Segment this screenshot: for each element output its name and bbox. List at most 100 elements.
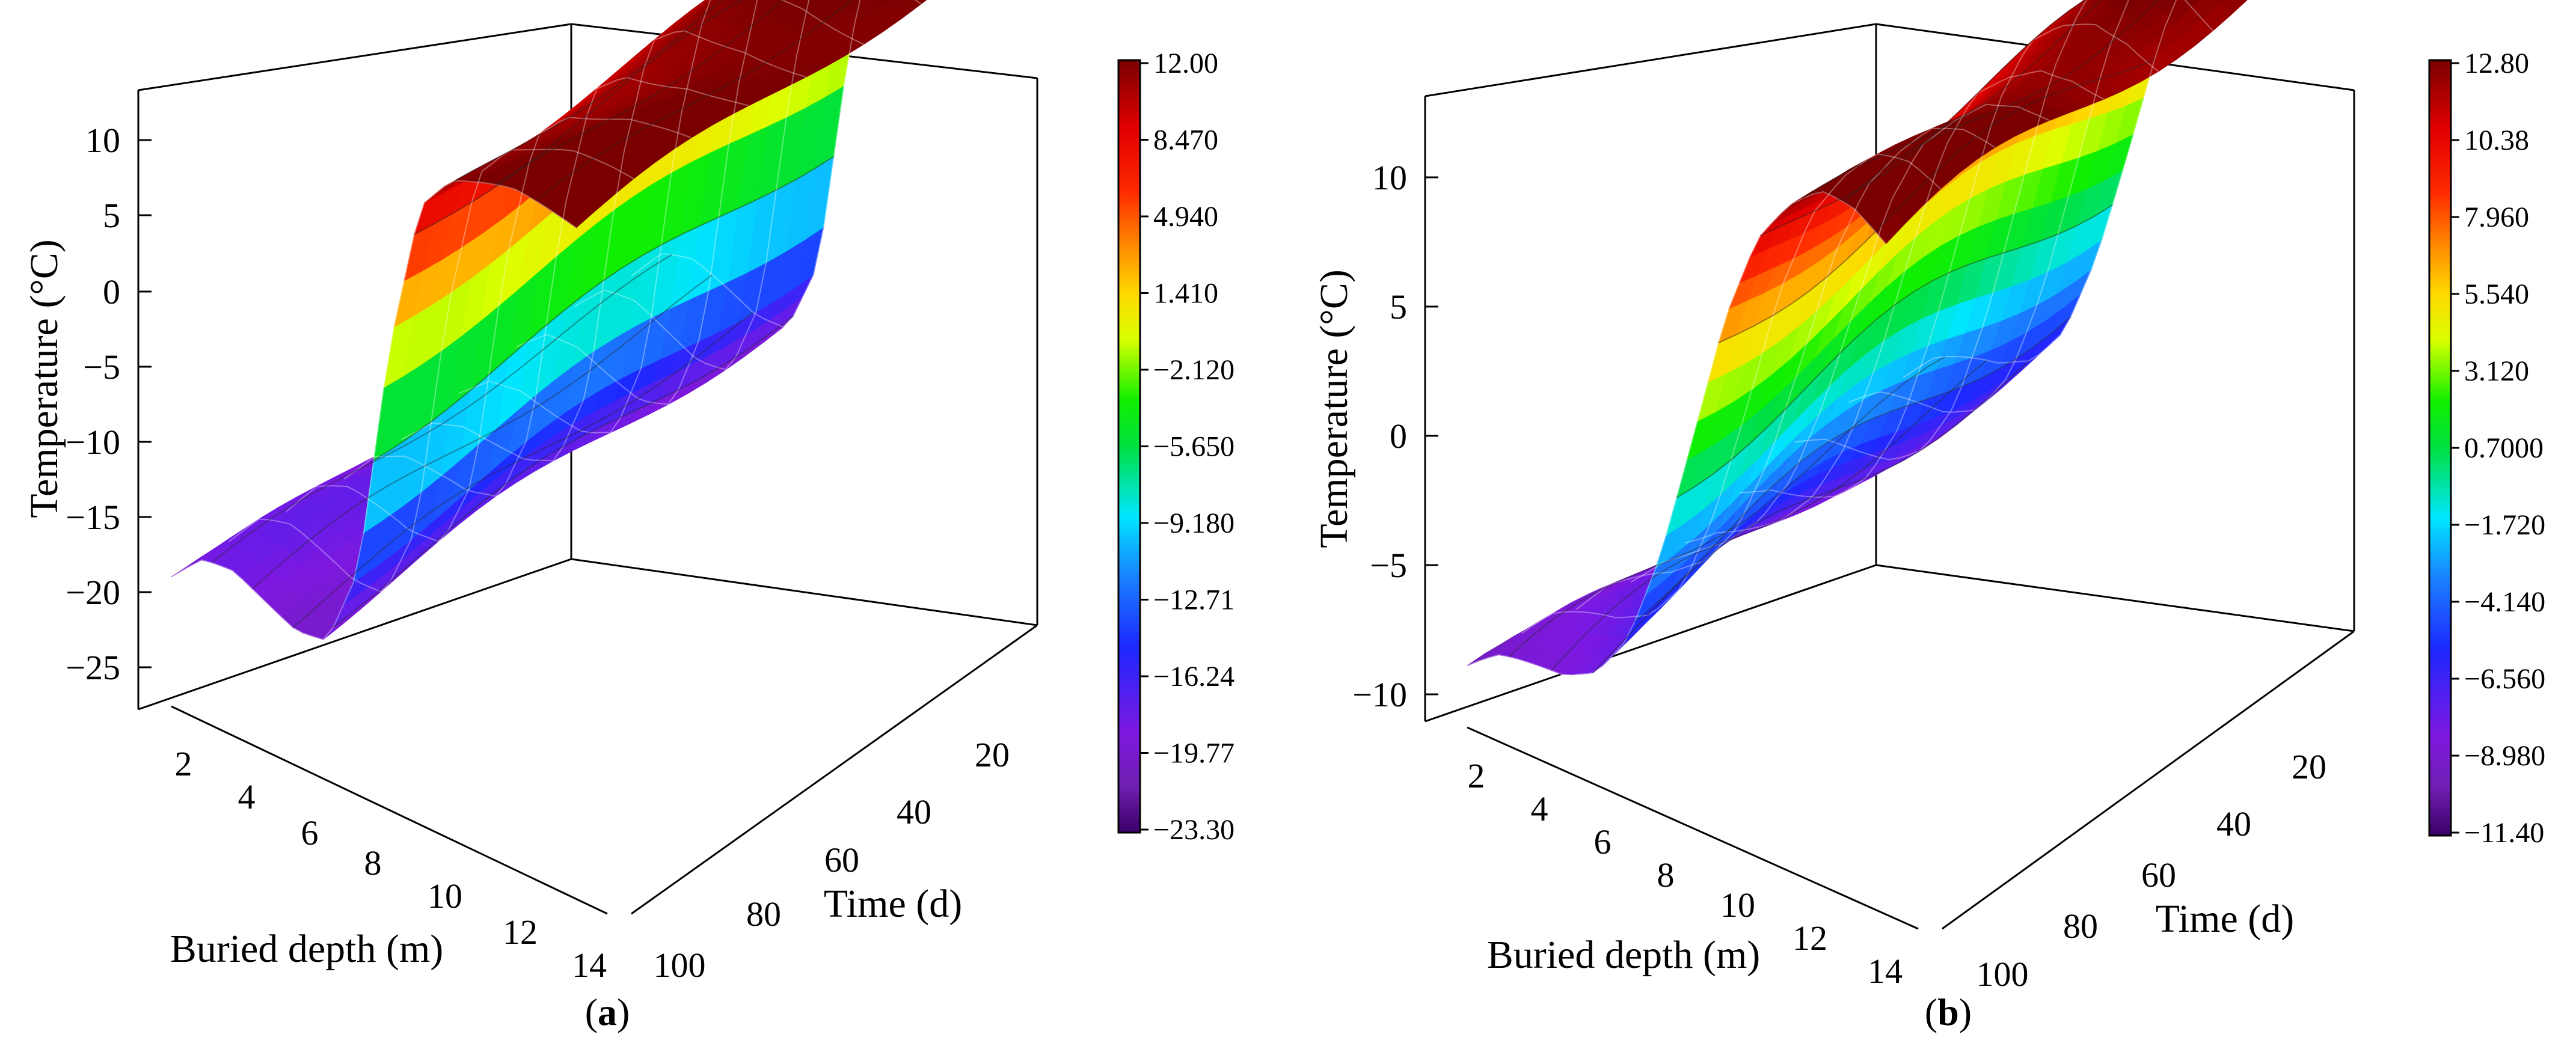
y-axis-label-a: Time (d) xyxy=(824,882,962,926)
x-tick-label: 10 xyxy=(428,876,462,916)
surface-contour xyxy=(1718,59,2155,344)
y-tick-label: 20 xyxy=(2292,747,2326,786)
panel-b: 10 5 0 −5 −10 2 4 6 8 10 12 14 20 40 60 … xyxy=(1312,0,2545,1033)
x-tick-labels-b: 2 4 6 8 10 12 14 xyxy=(1468,756,1903,991)
x-tick-label: 14 xyxy=(1868,952,1903,991)
surface-gridline xyxy=(1685,70,2105,543)
colorbar-label: 12.80 xyxy=(2464,47,2529,79)
colorbar-label: −8.980 xyxy=(2464,740,2545,772)
colorbar-label: 1.410 xyxy=(1153,278,1218,310)
colorbar-label: 4.940 xyxy=(1153,201,1218,233)
surface-facet xyxy=(565,203,596,228)
z-tick-label: −25 xyxy=(66,648,120,687)
colorbar-label: −6.560 xyxy=(2464,663,2545,695)
colorbar-label: −16.24 xyxy=(1153,661,1234,693)
z-tick-label: 10 xyxy=(1372,158,1407,197)
z-tick-label: 5 xyxy=(1390,287,1407,326)
surface-gridline xyxy=(343,76,749,497)
x-axis-label-b: Buried depth (m) xyxy=(1487,933,1761,977)
surface-gridline xyxy=(1794,0,2213,460)
z-tick-label: −20 xyxy=(66,573,120,612)
surface-contour xyxy=(333,315,794,628)
colorbar-label: 8.470 xyxy=(1153,124,1218,156)
surface-gridline xyxy=(401,30,806,462)
x-tick-label: 2 xyxy=(175,744,192,783)
y-tick-label: 80 xyxy=(2063,907,2098,946)
x-tick-label: 4 xyxy=(1531,789,1548,828)
surface-gridline xyxy=(1467,191,1887,676)
y-tick-label: 60 xyxy=(2141,855,2176,895)
y-tick-label: 80 xyxy=(746,895,781,934)
z-tick-label: 0 xyxy=(1390,417,1407,456)
colorbar-label: −1.720 xyxy=(2464,509,2545,541)
colorbar-label: 5.540 xyxy=(2464,278,2529,310)
colorbar-label: −4.140 xyxy=(2464,586,2545,618)
surface-facet xyxy=(1875,212,1905,245)
colorbar-label: 12.00 xyxy=(1153,47,1218,79)
z-tick-label: −10 xyxy=(1352,675,1407,714)
z-tick-label: −15 xyxy=(66,498,120,537)
colorbar-a: 12.00 8.470 4.940 1.410 −2.120 −5.650 −9.180 −1… xyxy=(1117,47,1234,846)
x-tick-label: 2 xyxy=(1468,756,1485,795)
y-tick-label: 100 xyxy=(654,946,706,985)
panel-label-b: (b) xyxy=(1925,991,1972,1033)
panel-label-a: (a) xyxy=(585,991,630,1033)
x-axis-label-a: Buried depth (m) xyxy=(170,927,444,971)
surface-gridline xyxy=(1740,23,2159,498)
x-tick-label: 10 xyxy=(1720,885,1755,925)
panel-a: 10 5 0 −5 −10 −15 −20 −25 2 4 6 8 10 12 … xyxy=(22,0,1234,1033)
y-tick-label: 100 xyxy=(1976,955,2029,994)
x-tick-label: 12 xyxy=(1792,919,1827,958)
colorbar-ticks-a: 12.00 8.470 4.940 1.410 −2.120 −5.650 −9.180 −1… xyxy=(1140,47,1234,846)
colorbar-label: 10.38 xyxy=(2464,124,2529,156)
surface-contour xyxy=(1760,0,2087,237)
colorbar-fill-a xyxy=(1117,59,1141,834)
y-axis-label-b: Time (d) xyxy=(2156,897,2294,941)
surface-contour xyxy=(251,274,713,590)
colorbar-label: −19.77 xyxy=(1153,738,1234,769)
colorbar-label: 7.960 xyxy=(2464,201,2529,233)
surface-a xyxy=(171,0,927,640)
surface-gridline xyxy=(458,0,864,433)
surface-contour xyxy=(1550,359,1987,671)
surface-contour xyxy=(1802,0,2102,200)
colorbar-label: −9.180 xyxy=(1153,507,1234,539)
surface-contour xyxy=(373,156,835,461)
surface-contour xyxy=(1592,360,2029,674)
y-tick-label: 40 xyxy=(2216,804,2251,843)
z-tick-label: 10 xyxy=(85,121,120,160)
z-tick-label: 0 xyxy=(103,272,120,311)
y-tick-labels-b: 20 40 60 80 100 xyxy=(1976,747,2327,994)
colorbar-label: −12.71 xyxy=(1153,584,1234,616)
surface-contour xyxy=(1844,0,2159,203)
z-tick-labels-b: 10 5 0 −5 −10 xyxy=(1352,158,1407,714)
colorbar-label: 0.7000 xyxy=(2464,432,2544,464)
x-tick-label: 6 xyxy=(1594,822,1612,861)
surface-gridline xyxy=(516,0,922,405)
y-tick-label: 20 xyxy=(975,735,1010,774)
y-tick-labels-a: 20 40 60 80 100 xyxy=(654,735,1010,985)
surface-gridline xyxy=(171,180,577,640)
surface-gridline xyxy=(1521,153,1941,634)
x-tick-label: 12 xyxy=(503,913,538,952)
surface-gridline xyxy=(1848,0,2129,413)
surface-gridline xyxy=(1903,0,2177,379)
surface-contour xyxy=(292,311,753,628)
x-tick-label: 14 xyxy=(572,946,607,985)
surface-gridline xyxy=(573,0,810,371)
surface-gridline xyxy=(1575,127,1996,610)
x-tick-label: 8 xyxy=(1657,855,1675,895)
z-tick-label: −5 xyxy=(83,347,120,387)
colorbar-fill-b xyxy=(2428,59,2452,837)
surface-contour xyxy=(495,0,784,185)
colorbar-b: 12.80 10.38 7.960 5.540 3.120 0.7000 −1.720 −4.… xyxy=(2428,47,2545,849)
x-tick-label: 4 xyxy=(238,777,256,816)
z-tick-labels-a: 10 5 0 −5 −10 −15 −20 −25 xyxy=(66,121,120,687)
surface-contour xyxy=(1676,204,2113,498)
surface-gridline xyxy=(286,117,692,542)
z-tick-marks-b xyxy=(1425,176,1438,696)
surface-contour xyxy=(1508,356,1946,658)
y-tick-label: 40 xyxy=(897,792,931,831)
colorbar-label: 3.120 xyxy=(2464,355,2529,387)
